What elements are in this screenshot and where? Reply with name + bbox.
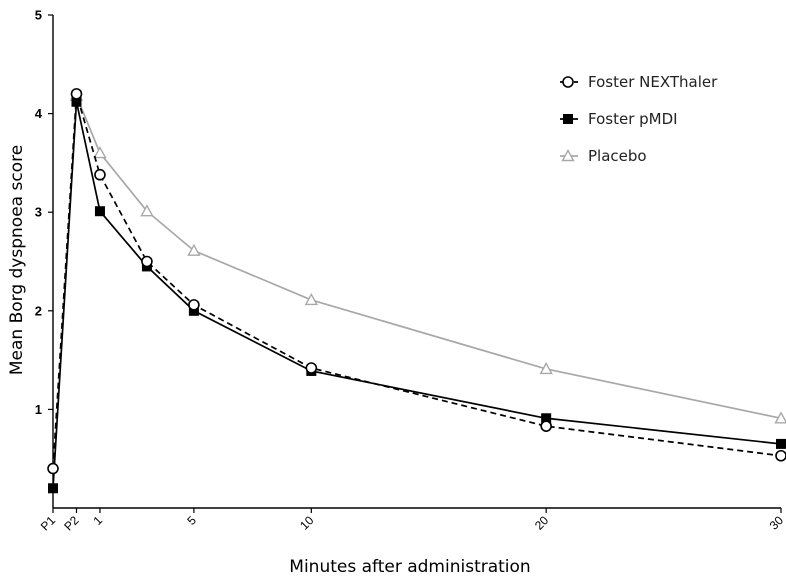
legend-label: Foster pMDI (588, 110, 678, 128)
data-point (48, 483, 58, 494)
data-point (94, 168, 106, 181)
x-tick-label: 10 (297, 513, 317, 533)
series-foster-pmdi (48, 96, 786, 494)
y-tick-label: 4 (35, 106, 43, 121)
legend-item: Placebo (560, 147, 647, 165)
legend-label: Placebo (588, 147, 647, 165)
series-foster-nexthaler (47, 88, 786, 475)
data-point (141, 255, 153, 268)
data-point (540, 420, 552, 432)
series-line (75, 95, 782, 420)
data-point (563, 114, 573, 124)
series-line (52, 101, 782, 489)
y-tick-label: 3 (35, 205, 42, 220)
data-point (561, 149, 575, 162)
legend: Foster NEXThaler Foster pMDI Placebo (560, 73, 718, 165)
data-point (774, 411, 786, 424)
series-line (52, 93, 782, 469)
data-point (71, 96, 82, 107)
data-point (776, 438, 786, 449)
x-tick-label: 1 (90, 513, 105, 528)
x-tick-label: P1 (38, 513, 59, 534)
y-tick-label: 5 (35, 8, 42, 23)
data-point (562, 76, 574, 88)
x-tick-label: P2 (61, 513, 82, 534)
x-tick-label: 30 (767, 513, 786, 533)
legend-item: Foster pMDI (560, 110, 678, 128)
data-point (188, 305, 199, 316)
x-tick-label: 5 (184, 513, 199, 528)
data-point (304, 293, 319, 306)
legend-label: Foster NEXThaler (588, 73, 718, 91)
data-point (94, 206, 105, 217)
data-point (70, 88, 83, 100)
data-point (188, 299, 200, 311)
data-point (140, 204, 154, 217)
series-placebo (69, 88, 786, 424)
x-axis-title: Minutes after administration (289, 557, 530, 577)
data-point (539, 362, 553, 375)
x-tick-label: 20 (532, 513, 552, 533)
data-point (305, 362, 318, 374)
data-point (93, 146, 107, 159)
y-tick-label: 2 (35, 303, 42, 318)
data-point (47, 462, 59, 475)
legend-item: Foster NEXThaler (560, 73, 718, 91)
data-point (187, 243, 201, 256)
data-point (775, 449, 786, 462)
y-tick-label: 1 (35, 402, 42, 417)
data-point (541, 413, 552, 424)
y-axis-title: Mean Borg dyspnoea score (7, 145, 27, 375)
series-layer (47, 88, 786, 494)
